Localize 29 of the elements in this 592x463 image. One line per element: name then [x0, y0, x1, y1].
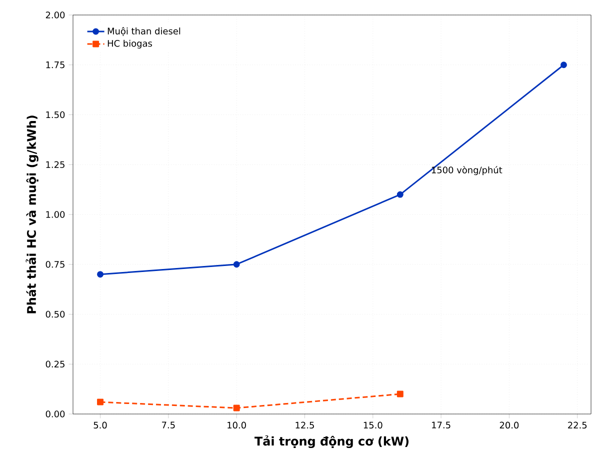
point	[560, 62, 567, 68]
x-tick-label: 20.0	[500, 422, 519, 429]
y-tick-label: 0.00	[46, 410, 65, 418]
y-axis-title: Phát thải HC và muội (g/kWh)	[26, 116, 38, 314]
legend-label: HC biogas	[108, 40, 152, 48]
x-tick-label: 15.0	[364, 422, 382, 429]
point	[97, 398, 104, 406]
y-tick-label: 1.75	[46, 62, 64, 68]
legend-label: Muội than diesel	[108, 27, 180, 36]
y-tick-label: 0.25	[46, 360, 64, 368]
point	[233, 404, 240, 412]
y-tick-label: 0.75	[46, 260, 64, 268]
point	[97, 271, 104, 278]
x-tick-label: 17.5	[432, 422, 450, 428]
y-tick-label: 2.00	[46, 12, 65, 18]
point	[396, 191, 404, 198]
point	[233, 261, 240, 268]
x-tick-label: 12.5	[296, 422, 314, 429]
x-tick-label: 7.5	[162, 422, 175, 428]
x-tick-label: 5.0	[94, 422, 107, 429]
y-tick-label: 1.25	[46, 161, 64, 168]
y-tick-label: 1.50	[46, 111, 65, 118]
x-tick-label: 10.0	[228, 422, 246, 429]
x-tick-label: 22.5	[568, 422, 587, 429]
annotation: 1500 vòng/phút	[432, 166, 502, 176]
y-tick-label: 1.00	[46, 211, 65, 218]
point	[396, 390, 404, 398]
y-tick-label: 0.50	[46, 310, 65, 318]
x-axis-title: Tải trọng động cơ (kW)	[254, 435, 409, 448]
